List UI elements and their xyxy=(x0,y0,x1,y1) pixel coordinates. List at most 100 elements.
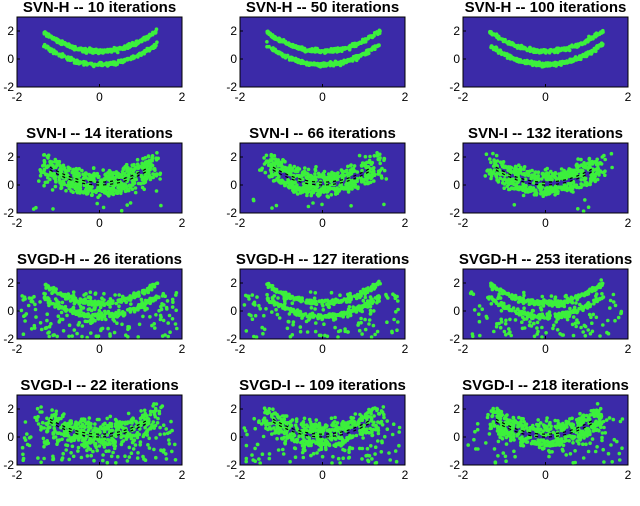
x-tick-label: 0 xyxy=(319,90,326,104)
particle xyxy=(60,42,64,47)
particle xyxy=(102,177,106,181)
particle xyxy=(313,172,317,176)
y-tick-label: -2 xyxy=(3,332,14,346)
particle xyxy=(370,287,374,291)
particle xyxy=(111,299,115,303)
particle xyxy=(141,165,146,170)
particle xyxy=(558,176,562,180)
particle xyxy=(270,310,274,314)
particle xyxy=(274,307,278,312)
particle xyxy=(315,46,320,51)
particle xyxy=(313,300,317,305)
particle xyxy=(285,54,290,58)
particle xyxy=(279,181,284,185)
particle xyxy=(356,185,360,189)
particle xyxy=(325,194,330,198)
particle xyxy=(46,156,50,160)
particle xyxy=(514,44,518,48)
particle xyxy=(372,31,377,35)
x-tick-label: 2 xyxy=(625,216,632,230)
particle xyxy=(382,202,386,207)
contour-line xyxy=(272,166,373,183)
particle xyxy=(357,153,362,158)
particle xyxy=(357,307,361,312)
particle xyxy=(570,297,575,301)
x-tick-label: 0 xyxy=(319,216,326,230)
particle xyxy=(298,325,303,329)
particle xyxy=(346,164,350,169)
y-tick-label: 0 xyxy=(230,52,237,66)
particle xyxy=(274,203,279,208)
particle xyxy=(140,161,144,166)
particle xyxy=(359,163,364,168)
particle xyxy=(52,333,56,337)
particle xyxy=(44,44,49,49)
particle xyxy=(540,325,544,330)
particle xyxy=(529,59,534,63)
particle xyxy=(56,314,61,319)
particle xyxy=(70,334,74,338)
particle xyxy=(283,40,288,44)
particle xyxy=(366,35,371,40)
particle xyxy=(512,294,516,299)
particle xyxy=(44,286,48,290)
subplot-3: SVN-H -- 100 iterations-2 0 2-202 xyxy=(449,0,631,104)
particle xyxy=(584,54,589,59)
particle xyxy=(593,179,598,184)
particle xyxy=(88,295,93,300)
particle xyxy=(119,189,123,193)
particle xyxy=(148,296,152,301)
particle xyxy=(499,301,503,305)
particle xyxy=(329,179,333,183)
particle xyxy=(567,314,572,319)
x-tick-label: 0 xyxy=(319,342,326,356)
particle xyxy=(573,321,578,326)
particle xyxy=(55,38,60,43)
particle xyxy=(100,326,105,331)
particle xyxy=(152,167,156,171)
particle xyxy=(364,165,369,170)
particle xyxy=(258,307,263,311)
particle xyxy=(119,46,124,50)
particle xyxy=(133,186,138,190)
particle xyxy=(108,305,112,309)
particle xyxy=(268,32,273,37)
particle xyxy=(324,63,329,68)
x-tick-label: 2 xyxy=(179,468,186,482)
x-tick-label: -2 xyxy=(235,216,246,230)
particle xyxy=(146,154,151,158)
particle xyxy=(492,329,496,334)
particle xyxy=(489,302,494,306)
particle xyxy=(357,328,362,333)
x-tick-label: -2 xyxy=(458,216,469,230)
particle xyxy=(371,170,376,175)
particle xyxy=(100,48,105,52)
particle xyxy=(113,180,117,185)
particle xyxy=(585,38,589,42)
particle xyxy=(302,182,307,187)
x-tick-label: 0 xyxy=(542,90,549,104)
particles xyxy=(483,151,614,213)
particle xyxy=(496,49,500,53)
particle xyxy=(251,197,256,202)
particle xyxy=(363,39,368,44)
particle xyxy=(120,294,125,299)
particle xyxy=(363,295,368,300)
particle xyxy=(377,299,381,303)
particle xyxy=(42,44,46,49)
particle xyxy=(101,453,105,457)
y-tick-label: 2 xyxy=(7,276,14,290)
x-tick-label: 2 xyxy=(179,216,186,230)
particle xyxy=(373,47,377,51)
particle xyxy=(82,48,87,53)
particle xyxy=(503,322,508,326)
particle xyxy=(152,30,157,35)
particle xyxy=(65,308,69,312)
particle xyxy=(50,287,55,291)
particle xyxy=(579,157,583,162)
y-tick-label: 0 xyxy=(7,430,14,444)
particle xyxy=(586,328,590,332)
particle xyxy=(83,298,87,303)
subplot-title: SVGD-H -- 26 iterations xyxy=(17,251,182,268)
particle xyxy=(361,298,366,303)
